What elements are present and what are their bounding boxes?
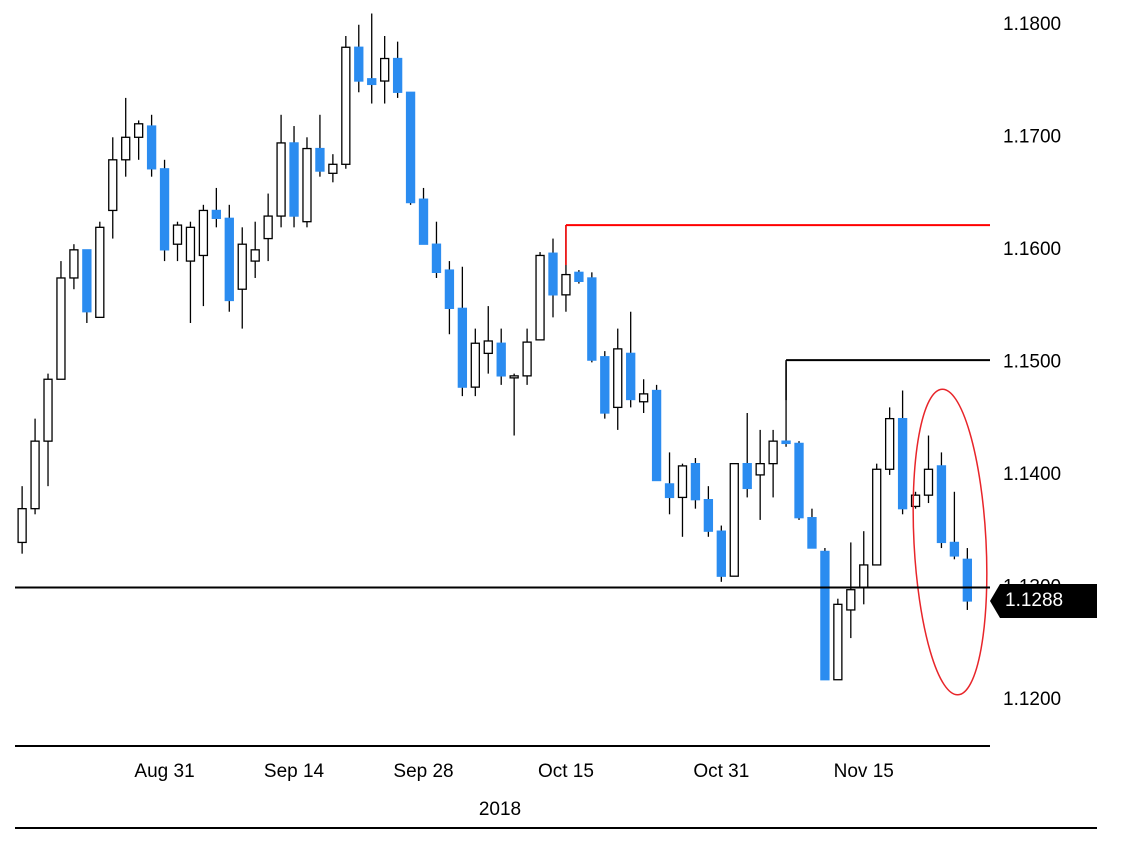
candle-body [548, 252, 558, 296]
candle-body [897, 417, 908, 510]
candle-body [444, 269, 455, 310]
y-tick-label: 1.1700 [1003, 126, 1061, 147]
candle-body [392, 57, 403, 93]
x-axis-label: 2018 [479, 799, 521, 820]
candle-body [133, 123, 144, 138]
candle-body [341, 46, 351, 165]
candle-body [263, 215, 273, 240]
candle-body [159, 168, 170, 251]
highlight-ellipse [912, 388, 988, 696]
candle-body [172, 224, 183, 245]
candle-body [651, 389, 662, 482]
candle-body [431, 243, 442, 273]
y-tick-label: 1.1800 [1003, 14, 1061, 35]
candle-body [108, 159, 118, 212]
candle-body [677, 465, 688, 499]
candle-body [470, 342, 480, 388]
candle-body [949, 541, 960, 557]
candle-body [768, 440, 778, 465]
candle-body [328, 163, 338, 174]
y-tick-label: 1.1500 [1003, 351, 1061, 372]
candle-body [742, 463, 752, 490]
candle-body [509, 375, 519, 379]
candle-body [95, 226, 105, 319]
candle-body [69, 249, 79, 279]
y-tick-label: 1.1400 [1003, 464, 1061, 485]
candle-body [496, 342, 506, 377]
candle-body [781, 440, 791, 445]
last-price-label: 1.1288 [1005, 590, 1063, 611]
candle-body [380, 57, 390, 82]
candle-body [587, 277, 597, 361]
candle-body [664, 483, 675, 499]
candle-body [626, 352, 636, 401]
candle-body [522, 341, 532, 377]
candle-body [535, 254, 545, 341]
candle-body [923, 468, 934, 496]
x-tick-label: Sep 14 [264, 761, 325, 782]
y-tick-label: 1.1600 [1003, 239, 1061, 260]
candle-body [250, 249, 260, 262]
candle-body [613, 348, 623, 409]
x-tick-label: Nov 15 [834, 761, 894, 782]
candle-body [884, 417, 895, 470]
candle-body [872, 468, 882, 566]
candle-body [846, 589, 856, 611]
candle-body [690, 463, 701, 501]
candle-body [703, 499, 714, 532]
candle-body [418, 198, 429, 245]
last-price-tag [990, 583, 1097, 618]
candle-body [574, 271, 584, 282]
candle-body [755, 463, 765, 476]
candle-body [794, 442, 804, 519]
candle-body [121, 136, 131, 161]
candle-body [600, 356, 610, 414]
candle-body [561, 273, 571, 296]
candle-body [56, 277, 66, 380]
candle-body [315, 147, 325, 172]
candle-body [936, 465, 947, 544]
candle-body [185, 226, 196, 262]
candle-body [716, 530, 726, 577]
candle-body [457, 307, 468, 388]
candle-body [483, 340, 493, 355]
candle-body [17, 508, 27, 544]
candle-body [833, 603, 843, 681]
candle-body [276, 142, 286, 217]
candle-body [962, 558, 973, 602]
candle-body [354, 46, 364, 82]
candle-body [302, 147, 312, 223]
candle-body [146, 125, 157, 170]
candle-body [30, 440, 40, 510]
x-tick-label: Oct 31 [693, 761, 749, 782]
candle-body [289, 142, 299, 217]
candle-body [224, 217, 234, 302]
candle-body [82, 249, 92, 313]
candle-body [910, 494, 921, 508]
candle-body [367, 78, 377, 86]
candle-body [405, 91, 416, 204]
candle-body [638, 393, 649, 403]
candle-body [198, 209, 209, 257]
candle-body [859, 564, 869, 589]
candle-body [807, 517, 817, 549]
y-tick-label: 1.1200 [1003, 689, 1061, 710]
x-tick-label: Aug 31 [134, 761, 194, 782]
candle-body [43, 378, 53, 442]
x-tick-label: Sep 28 [393, 761, 453, 782]
candle-body [820, 550, 830, 681]
x-tick-label: Oct 15 [538, 761, 594, 782]
candle-body [237, 243, 247, 290]
candle-body [729, 463, 739, 577]
candle-body [211, 209, 222, 219]
